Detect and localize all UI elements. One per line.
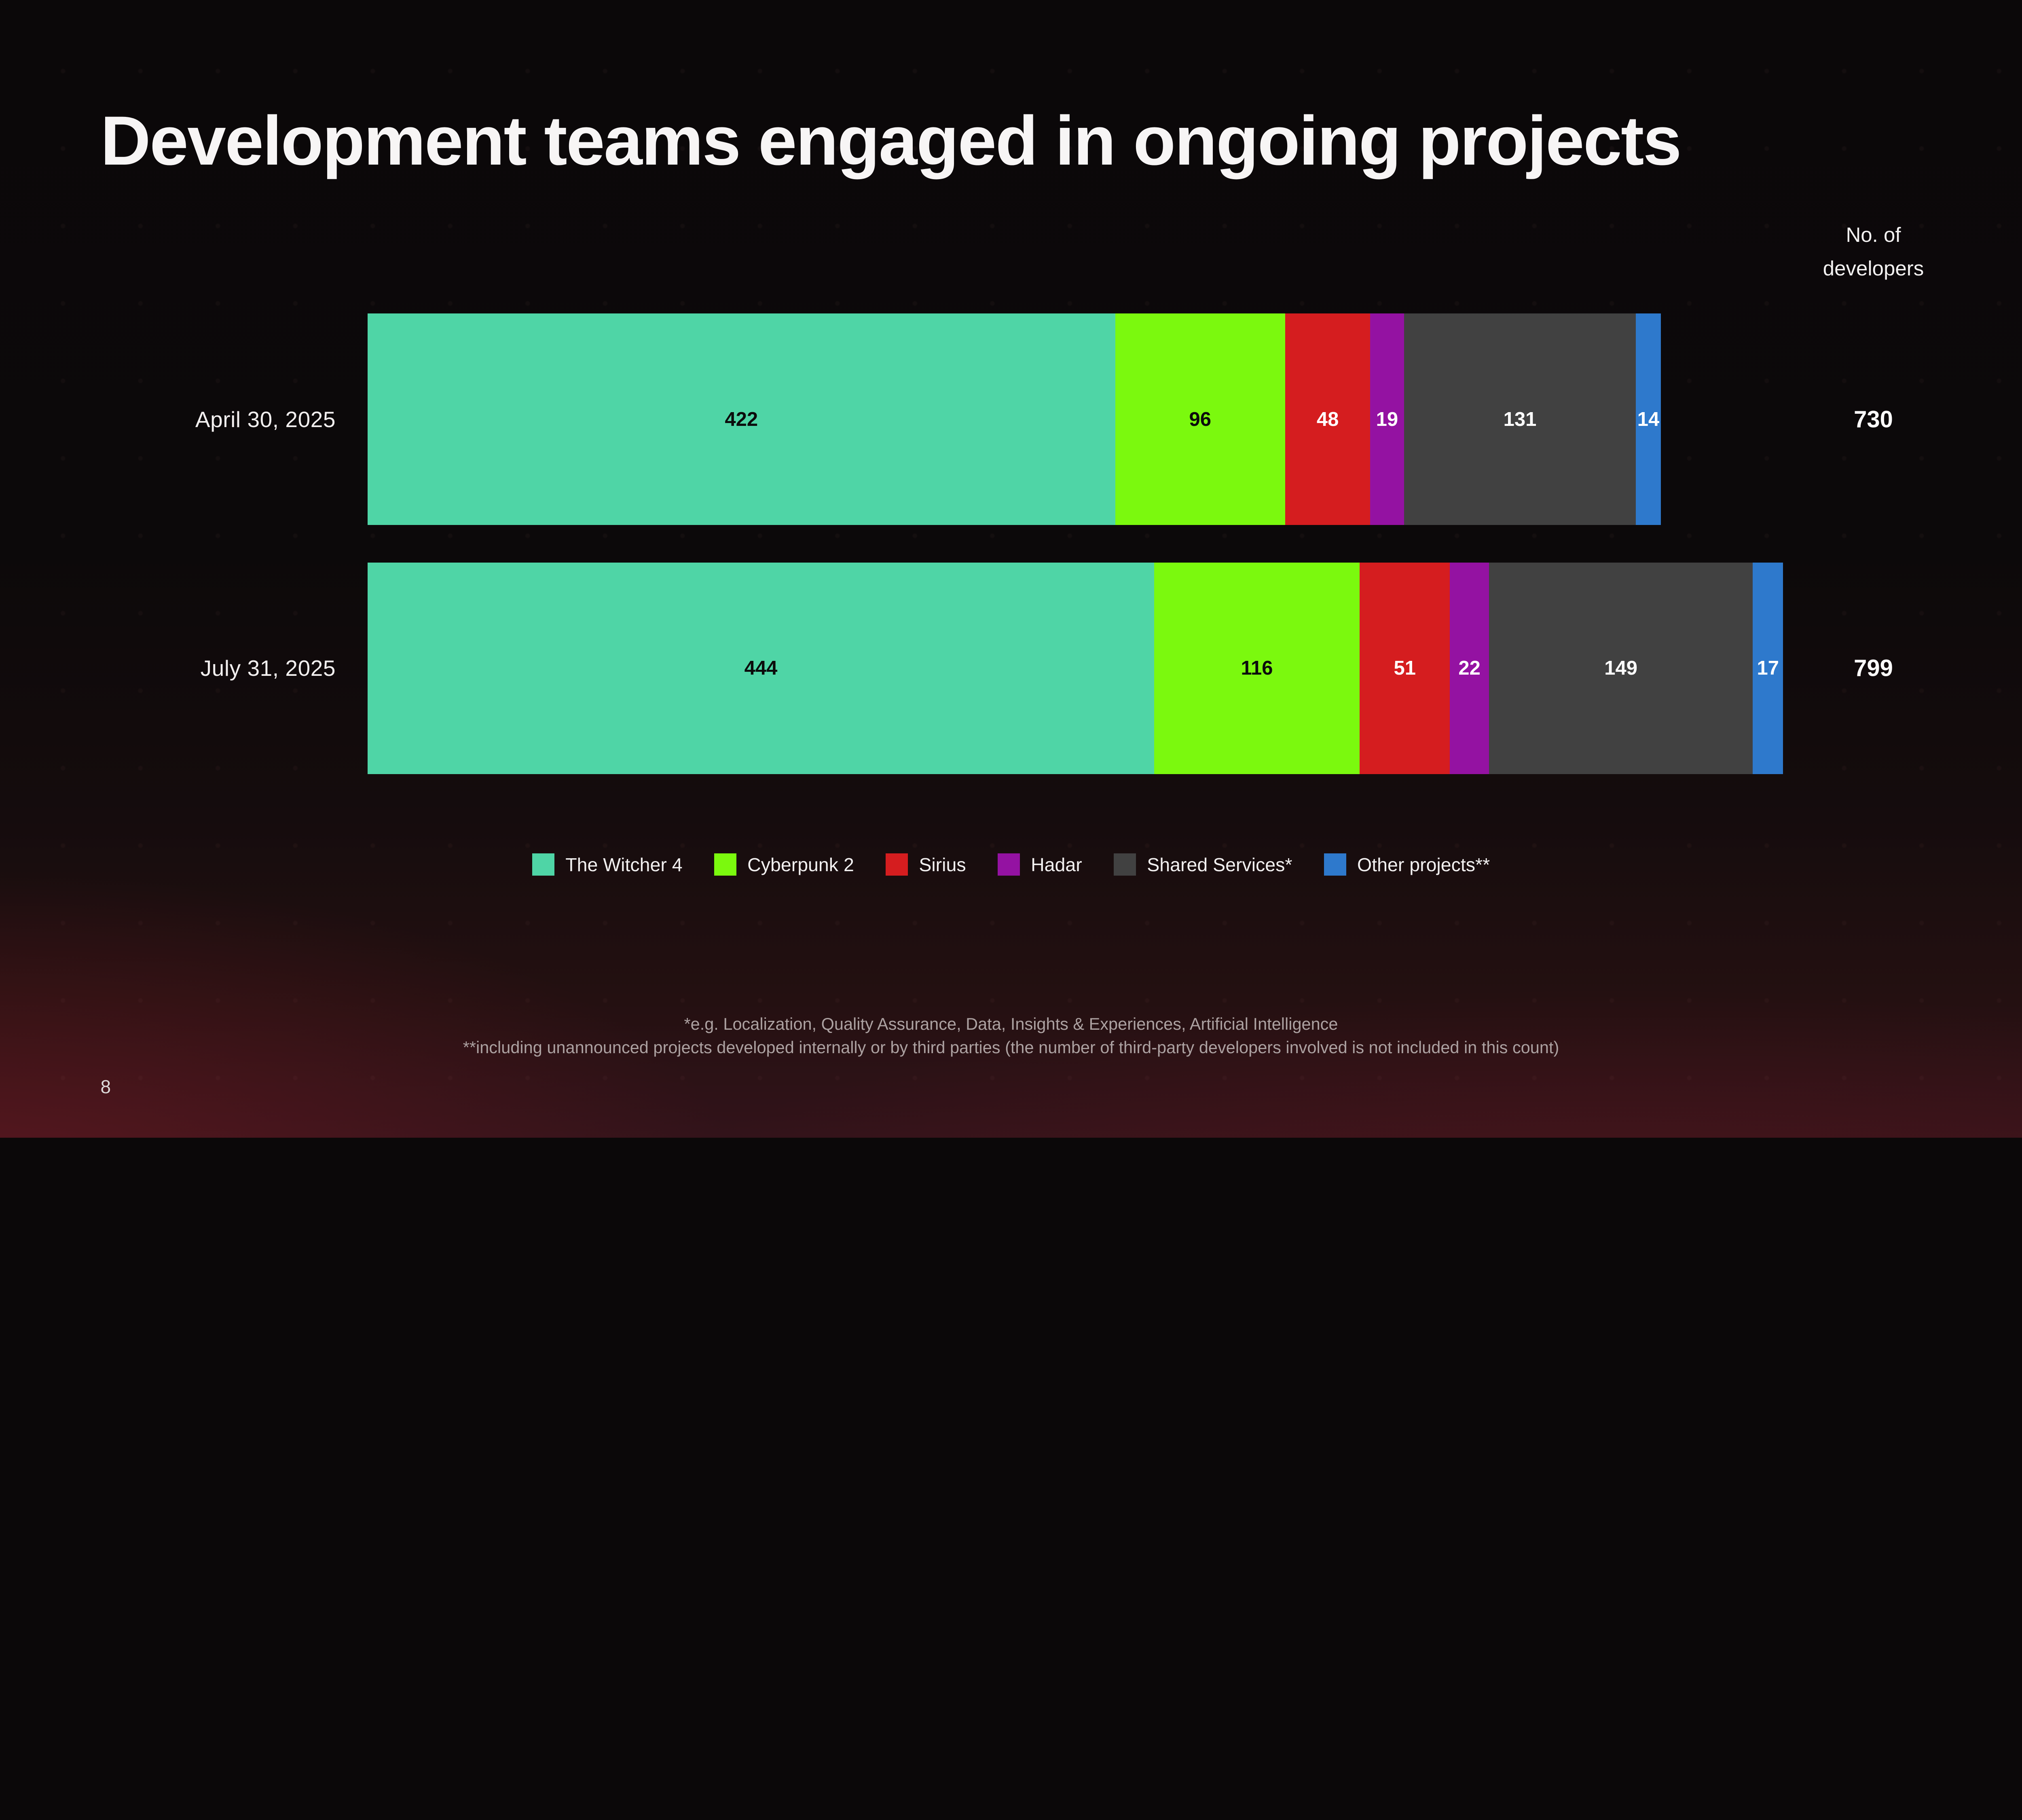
bar-value-label: 131 xyxy=(1503,408,1537,430)
legend-swatch-other-projects xyxy=(1324,853,1346,876)
bar-segment-cyberpunk-2: 116 xyxy=(1154,562,1360,774)
legend-label: Cyberpunk 2 xyxy=(747,854,854,875)
bar-segment-shared-services: 131 xyxy=(1404,313,1636,525)
bar-value-label: 51 xyxy=(1394,657,1416,679)
bar-segment-the-witcher-4: 422 xyxy=(368,313,1115,525)
bar-segment-sirius: 51 xyxy=(1360,562,1450,774)
bar-value-label: 19 xyxy=(1376,408,1398,430)
legend-item-hadar: Hadar xyxy=(997,853,1082,876)
footnote-other-projects: **including unannounced projects develop… xyxy=(463,1037,1559,1057)
bar-row-july-31-2025: July 31, 2025 444 116 51 22 149 17 799 xyxy=(0,562,2022,774)
value-axis-label-line2: developers xyxy=(1823,256,1924,280)
page-title: Development teams engaged in ongoing pro… xyxy=(100,102,1682,180)
stacked-bar: 444 116 51 22 149 17 xyxy=(368,562,1783,774)
bar-value-label: 116 xyxy=(1241,657,1273,679)
legend-swatch-sirius xyxy=(885,853,908,876)
legend-label: Hadar xyxy=(1031,854,1082,875)
bar-segment-hadar: 22 xyxy=(1450,562,1489,774)
value-axis-label: No. of developers xyxy=(1779,218,1967,285)
footnotes: *e.g. Localization, Quality Assurance, D… xyxy=(0,1012,2022,1059)
bar-segment-shared-services: 149 xyxy=(1489,562,1753,774)
bar-segment-sirius: 48 xyxy=(1285,313,1371,525)
bar-value-label: 149 xyxy=(1604,657,1638,679)
stacked-bar: 422 96 48 19 131 14 xyxy=(368,313,1661,525)
legend-swatch-the-witcher-4 xyxy=(532,853,554,876)
footnote-shared-services: *e.g. Localization, Quality Assurance, D… xyxy=(684,1014,1338,1033)
bar-value-label: 17 xyxy=(1757,657,1779,679)
bar-segment-the-witcher-4: 444 xyxy=(368,562,1154,774)
legend-item-sirius: Sirius xyxy=(885,853,966,876)
bar-segment-cyberpunk-2: 96 xyxy=(1115,313,1286,525)
bar-row-april-30-2025: April 30, 2025 422 96 48 19 131 14 730 xyxy=(0,313,2022,525)
value-axis-label-line1: No. of xyxy=(1846,223,1901,246)
bar-value-label: 422 xyxy=(725,408,758,430)
legend-swatch-shared-services xyxy=(1113,853,1136,876)
bar-value-label: 22 xyxy=(1458,657,1481,679)
slide: Development teams engaged in ongoing pro… xyxy=(0,0,2022,1138)
category-label: April 30, 2025 xyxy=(195,406,336,432)
legend-item-other-projects: Other projects** xyxy=(1324,853,1490,876)
bar-segment-other-projects: 14 xyxy=(1636,313,1661,525)
bar-value-label: 14 xyxy=(1637,408,1660,430)
total-label: 799 xyxy=(1854,655,1893,681)
legend-item-cyberpunk-2: Cyberpunk 2 xyxy=(714,853,854,876)
legend-swatch-cyberpunk-2 xyxy=(714,853,736,876)
total-label: 730 xyxy=(1854,406,1893,432)
category-label: July 31, 2025 xyxy=(200,656,336,681)
bar-segment-other-projects: 17 xyxy=(1753,562,1783,774)
bar-value-label: 444 xyxy=(744,657,778,679)
legend-label: The Witcher 4 xyxy=(565,854,683,875)
legend: The Witcher 4 Cyberpunk 2 Sirius Hadar Share… xyxy=(0,853,2022,876)
legend-item-shared-services: Shared Services* xyxy=(1113,853,1292,876)
page-number: 8 xyxy=(100,1076,111,1097)
bar-segment-hadar: 19 xyxy=(1370,313,1404,525)
legend-label: Shared Services* xyxy=(1147,854,1292,875)
legend-label: Sirius xyxy=(919,854,966,875)
chart-area: April 30, 2025 422 96 48 19 131 14 730 July 31, … xyxy=(0,313,2022,774)
legend-label: Other projects** xyxy=(1357,854,1490,875)
legend-item-the-witcher-4: The Witcher 4 xyxy=(532,853,683,876)
legend-swatch-hadar xyxy=(997,853,1020,876)
bar-value-label: 96 xyxy=(1189,408,1212,430)
bar-value-label: 48 xyxy=(1316,408,1339,430)
